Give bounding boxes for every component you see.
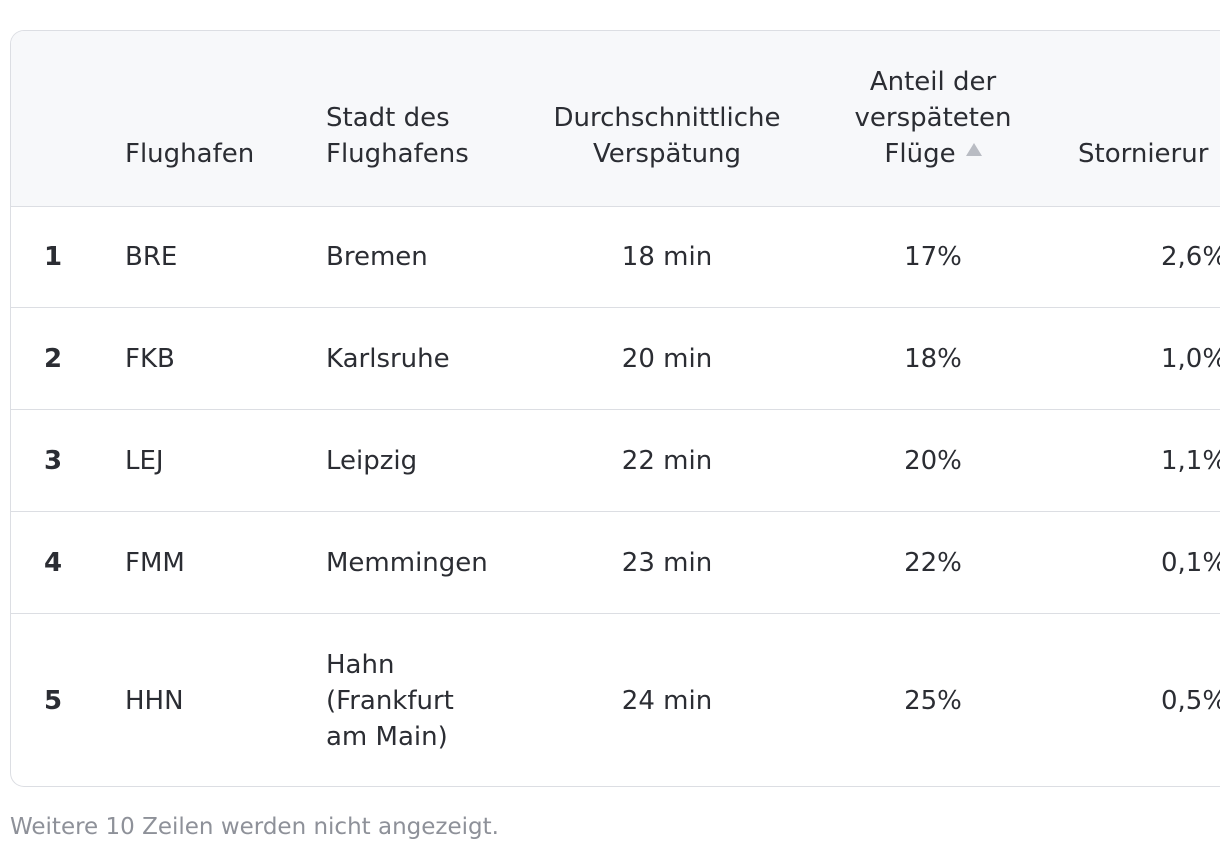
row-delayed-share: 17% <box>904 242 962 272</box>
airport-delay-table: Flughafen Stadt des Flughafens Durchschn… <box>10 30 1220 787</box>
row-cancellations: 1,0% <box>1161 343 1220 374</box>
row-rank: 1 <box>44 242 63 272</box>
header-cancellations[interactable]: Stornierur <box>1078 139 1209 169</box>
row-airport-code: LEJ <box>125 445 164 476</box>
table-row[interactable]: 2 FKB Karlsruhe 20 min 18% 1,0% <box>11 308 1220 410</box>
row-delayed-share: 22% <box>904 547 962 578</box>
header-city[interactable]: Stadt des Flughafens <box>326 103 469 169</box>
row-city: Karlsruhe <box>326 341 450 377</box>
row-city: Leipzig <box>326 443 417 479</box>
row-airport-code: HHN <box>125 686 184 716</box>
row-city-line: Memmingen <box>326 547 488 578</box>
row-city-line: Bremen <box>326 242 428 272</box>
row-rank: 4 <box>44 547 63 578</box>
row-avg-delay: 24 min <box>621 686 713 716</box>
row-city-line: Karlsruhe <box>326 343 450 374</box>
row-cancellations: 2,6% <box>1161 242 1220 272</box>
row-delayed-share: 18% <box>904 343 962 374</box>
row-avg-delay: 23 min <box>621 547 713 578</box>
row-city: Bremen <box>326 239 428 275</box>
header-airport[interactable]: Flughafen <box>125 139 255 169</box>
row-airport-code: FKB <box>125 343 175 374</box>
table-header-row: Flughafen Stadt des Flughafens Durchschn… <box>11 31 1220 207</box>
row-city-line: Leipzig <box>326 445 418 476</box>
row-delayed-share: 25% <box>904 686 962 716</box>
row-rank: 3 <box>44 445 63 476</box>
header-avg-delay[interactable]: Durchschnittliche Verspätung <box>553 103 781 169</box>
row-rank: 2 <box>44 343 63 374</box>
row-cancellations: 0,5% <box>1161 686 1220 716</box>
row-airport-code: FMM <box>125 547 185 578</box>
row-city-line: Hahn <box>326 650 395 680</box>
row-city: Hahn (Frankfurt am Main) <box>326 647 454 755</box>
row-airport-code: BRE <box>125 242 178 272</box>
row-avg-delay: 20 min <box>621 343 713 374</box>
sort-ascending-icon <box>965 143 982 156</box>
row-delayed-share: 20% <box>904 445 962 476</box>
table-row[interactable]: 5 HHN Hahn (Frankfurt am Main) 24 min 25% 0,5% <box>11 614 1220 786</box>
row-city: Memmingen <box>326 545 488 581</box>
row-rank: 5 <box>44 686 63 716</box>
table-row[interactable]: 3 LEJ Leipzig 22 min 20% 1,1% <box>11 410 1220 512</box>
table-row[interactable]: 1 BRE Bremen 18 min 17% 2,6% <box>11 207 1220 308</box>
hidden-rows-note: Weitere 10 Zeilen werden nicht angezeigt… <box>10 814 499 840</box>
header-delayed-share[interactable]: Anteil der verspäteten Flüge <box>854 67 1012 169</box>
row-avg-delay: 18 min <box>621 242 713 272</box>
row-cancellations: 1,1% <box>1161 445 1220 476</box>
row-avg-delay: 22 min <box>621 445 713 476</box>
row-cancellations: 0,1% <box>1161 547 1220 578</box>
row-city-line: (Frankfurt <box>326 686 454 716</box>
table-row[interactable]: 4 FMM Memmingen 23 min 22% 0,1% <box>11 512 1220 614</box>
row-city-line: am Main) <box>326 722 448 752</box>
